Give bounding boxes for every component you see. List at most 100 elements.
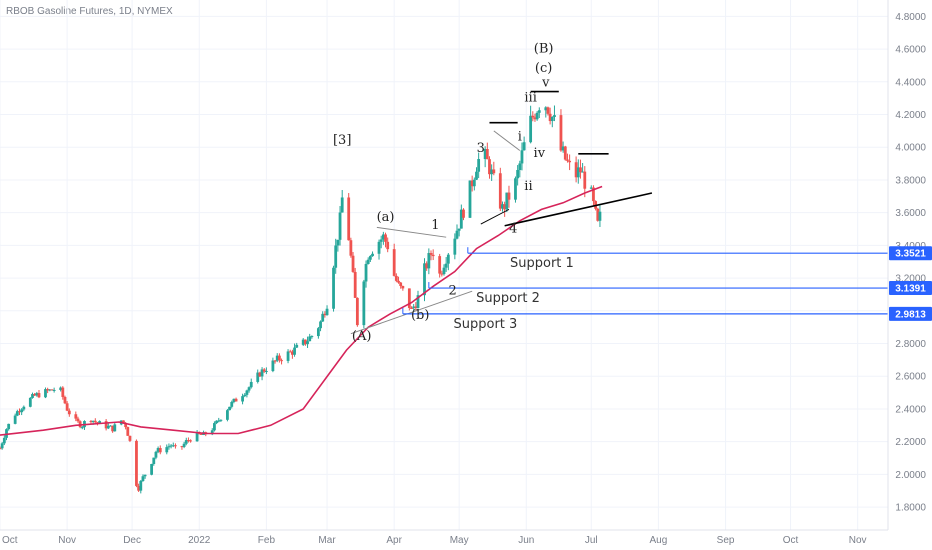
candle-body [306,341,309,345]
candle-body [113,424,117,432]
candle-body [98,421,102,424]
x-tick-label: Sep [717,535,735,546]
candle-body [457,228,461,231]
candle-body [31,394,34,398]
candle-body [401,286,405,289]
candle-body [226,410,229,420]
candle-body [425,263,429,269]
candle-body [141,476,145,482]
wave-label: 4 [509,221,517,236]
candle-body [544,107,548,111]
y-tick-label: 2.4000 [895,404,926,415]
candle-body [135,440,138,486]
candle-body [128,435,132,441]
candle-body [150,463,154,475]
x-tick-label: Apr [386,535,402,546]
candle-body [355,297,359,326]
y-tick-label: 3.6000 [895,208,926,219]
candle-body [323,313,327,316]
candle-body [154,451,158,458]
x-tick-label: Jun [518,535,534,546]
candle-body [143,474,147,477]
candle-body [258,372,262,377]
y-axis: 1.80002.00002.20002.40002.60002.80003.00… [895,12,926,514]
wave-label: (A) [352,329,372,344]
candle-body [228,406,231,411]
candle-body [91,420,95,422]
candle-body [325,308,329,316]
y-tick-label: 4.0000 [895,143,926,154]
candle-body [67,410,71,415]
y-tick-label: 2.0000 [895,470,926,481]
candle-body [568,160,572,163]
candle-body [392,249,396,276]
candle-body [574,162,578,178]
candle-body [171,445,175,447]
trendline [493,130,521,151]
price-tags[interactable]: 3.3521 3.1391 2.9813 [889,246,932,321]
support-label: Support 1 [510,256,574,271]
y-tick-label: 2.8000 [895,339,926,350]
candle-body [5,429,8,438]
price-tag [889,246,932,261]
candle-body [366,259,370,264]
candle-body [368,256,372,260]
candle-body [332,267,335,309]
y-tick-label: 4.4000 [895,77,926,88]
candle-body [505,192,509,210]
candle-body [546,107,550,114]
candle-body [535,112,539,120]
x-tick-label: Dec [123,535,141,546]
candle-body [200,433,203,435]
candle-body [156,448,160,452]
candle-body [485,149,489,160]
candle-body [353,271,357,298]
candle-body [501,204,504,209]
candle-body [20,409,24,413]
wave-label: 3 [477,141,485,156]
wave-label: [3] [333,133,351,148]
candle-body [498,173,502,209]
candle-body [245,390,249,395]
candle-body [563,146,567,160]
y-tick-label: 3.2000 [895,274,926,285]
support-label: Support 3 [454,317,518,332]
candle-body [579,167,582,173]
candle-body [174,445,177,447]
candle-body [423,263,426,296]
x-tick-label: Jul [585,535,598,546]
candle-body [407,288,411,308]
candle-body [126,427,130,436]
candle-body [310,336,314,338]
candle-body [37,393,41,398]
candle-body [340,197,344,213]
x-tick-label: 2022 [188,535,211,546]
x-tick-label: Aug [650,535,668,546]
y-tick-label: 4.8000 [895,12,926,23]
wave-label: iii [524,90,536,105]
wave-label: (b) [411,308,429,323]
candle-body [33,394,37,396]
candle-body [553,115,556,117]
candle-body [559,115,563,151]
candle-body [334,245,338,268]
candle-body [429,253,433,255]
price-tag [889,306,932,321]
candle-body [503,204,507,210]
candle-body [109,425,112,427]
trendlines [350,90,653,335]
candle-body [514,178,517,200]
candle-body [152,457,156,464]
candle-body [15,411,19,416]
support-label: Support 2 [476,291,540,306]
candle-body [18,411,21,413]
candle-body [561,146,565,151]
wave-label: (c) [535,61,552,76]
candle-body [440,273,444,275]
candle-body [336,239,340,246]
candle-body [427,253,431,269]
candle-body [48,389,52,391]
candle-body [277,355,281,361]
trendline [480,208,510,225]
x-tick-label: Nov [58,535,76,546]
